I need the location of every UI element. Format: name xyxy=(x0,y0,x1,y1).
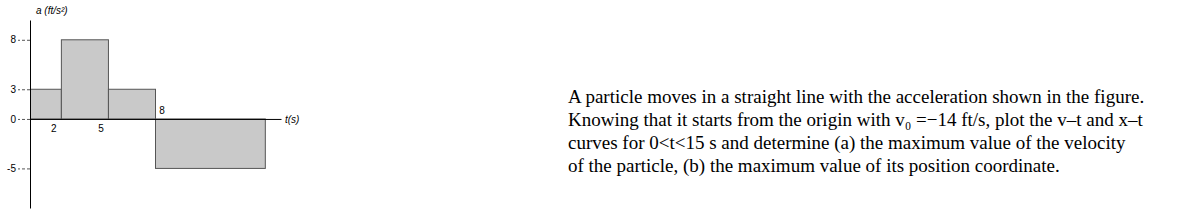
x-axis-line xyxy=(31,119,282,120)
bar xyxy=(108,89,155,119)
bar xyxy=(30,89,61,119)
plot-area xyxy=(30,40,265,169)
x-tick: 8 xyxy=(156,105,165,119)
y-tick-mark xyxy=(18,89,30,90)
y-tick-mark xyxy=(18,168,30,169)
chart: 8 3 0 -5 2 5 8 a (ft/s²) t(s) A particle moves in… xyxy=(0,0,1200,223)
annotation-line: A particle moves in a straight line with… xyxy=(568,86,1144,107)
y-tick-label: 8 xyxy=(10,34,16,45)
x-tick-label: 8 xyxy=(159,105,165,116)
annotation-line: Knowing that it starts from the origin w… xyxy=(568,109,1143,130)
y-tick: 3 xyxy=(10,84,30,95)
y-tick: -5 xyxy=(7,163,30,174)
annotation-line: of the particle, (b) the maximum value o… xyxy=(568,155,1060,177)
y-tick: 8 xyxy=(10,34,30,45)
x-tick: 2 xyxy=(51,119,62,134)
x-axis: 2 5 8 xyxy=(31,105,282,134)
bar xyxy=(156,119,266,168)
x-tick-label: 5 xyxy=(98,123,104,134)
y-axis-line xyxy=(30,21,31,209)
y-tick-label: 3 xyxy=(10,84,16,95)
y-axis: 8 3 0 -5 xyxy=(7,21,30,209)
x-tick-label: 2 xyxy=(51,123,57,134)
problem-text: A particle moves in a straight line with… xyxy=(568,86,1144,177)
y-tick-mark xyxy=(18,40,30,41)
y-tick: 0 xyxy=(10,114,30,125)
bar xyxy=(61,40,108,119)
y-axis-label: a (ft/s²) xyxy=(36,5,68,16)
annotation-line: curves for 0<t<15 s and determine (a) th… xyxy=(568,132,1126,154)
y-tick-label: -5 xyxy=(7,163,16,174)
x-axis-label: t(s) xyxy=(285,114,299,125)
x-tick: 5 xyxy=(98,119,109,134)
y-tick-label: 0 xyxy=(10,114,16,125)
y-tick-mark xyxy=(18,119,30,120)
